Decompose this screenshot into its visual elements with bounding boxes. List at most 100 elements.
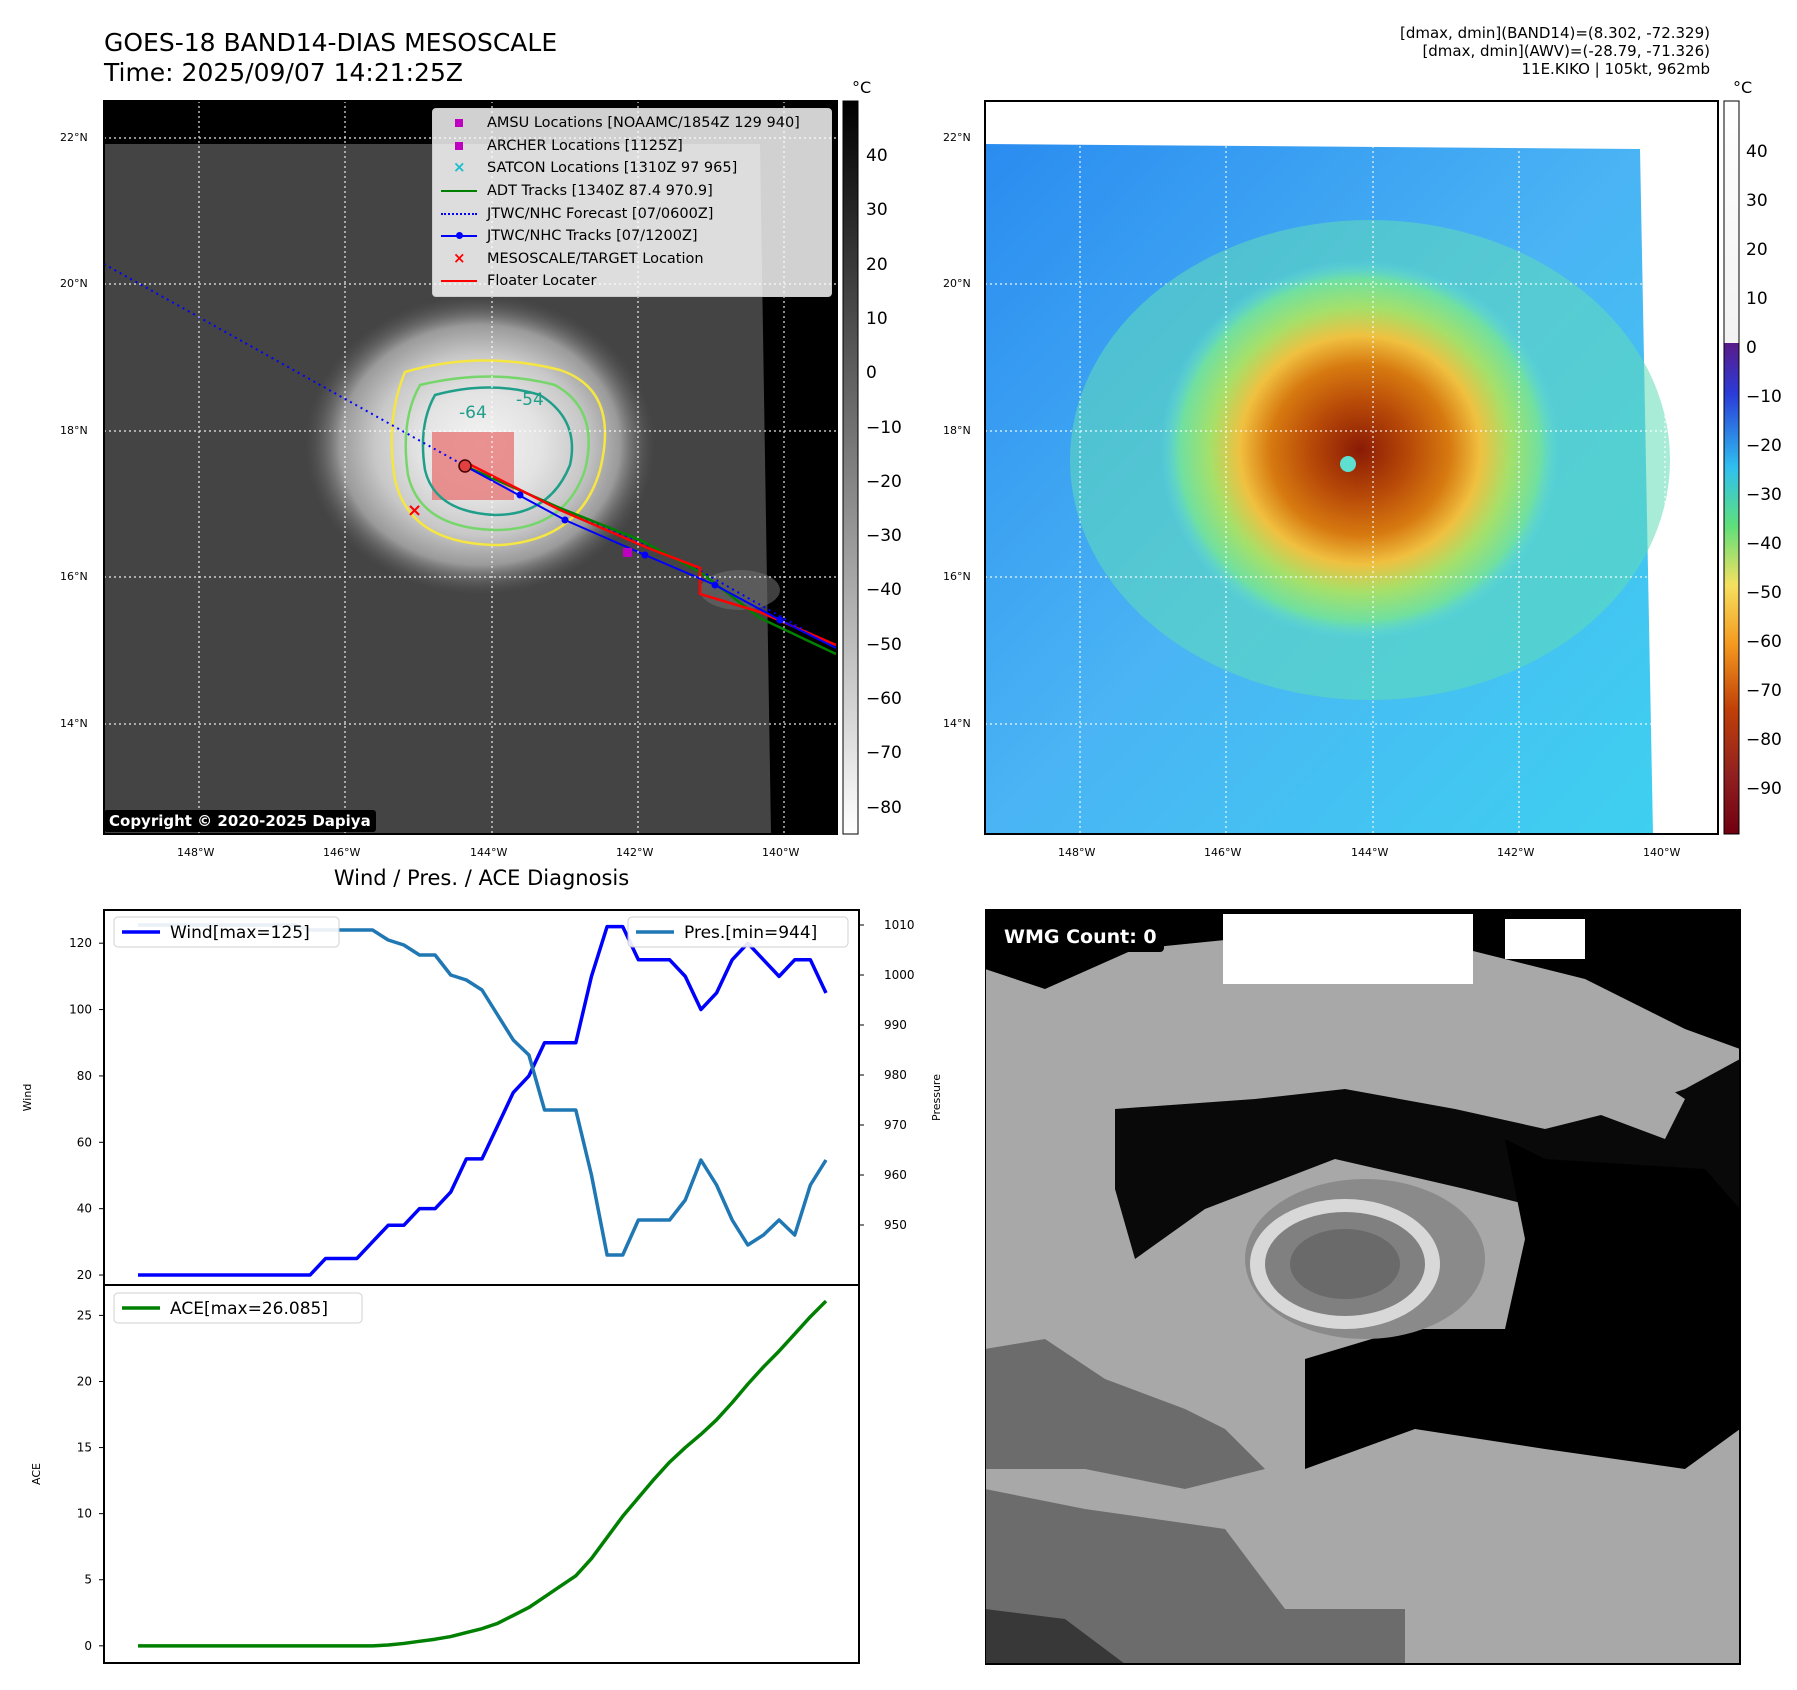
wmg-gray-lower: [985, 1339, 1265, 1489]
right-lat-tick: 16°N: [943, 570, 971, 583]
legend-entry: JTWC/NHC Tracks [07/1200Z]: [433, 225, 831, 248]
left-lon-tick: 148°W: [177, 846, 215, 859]
colorbar-tick: −80: [1746, 730, 1782, 750]
y-tick-label: 20: [77, 1268, 92, 1282]
y-tick-label: 990: [884, 1018, 907, 1032]
y-axis-label: Pressure: [930, 1074, 943, 1121]
y-tick-label: 1010: [884, 918, 915, 932]
ace-legend-label: ACE[max=26.085]: [170, 1299, 328, 1319]
y-tick-label: 80: [77, 1069, 92, 1083]
colorbar-tick: −20: [1746, 436, 1782, 456]
colorbar-tick: 20: [1746, 240, 1768, 260]
wind-legend-box: [113, 916, 340, 948]
contour-label-54: -54: [516, 390, 544, 410]
right-lon-tick: 148°W: [1058, 846, 1096, 859]
left-lon-tick: 146°W: [323, 846, 361, 859]
y-tick-label: 980: [884, 1068, 907, 1082]
colorbar-tick: 40: [866, 146, 888, 166]
ace-legend-box: [113, 1292, 363, 1324]
info-line-1: [dmax, dmin](BAND14)=(8.302, -72.329): [1399, 24, 1710, 42]
right-lon-tick: 142°W: [1497, 846, 1535, 859]
left-lon-tick: 144°W: [470, 846, 508, 859]
colorbar-tick: 20: [866, 254, 888, 275]
legend-entry: ADT Tracks [1340Z 87.4 970.9]: [433, 180, 831, 203]
y-tick-label: 60: [77, 1135, 92, 1149]
colorbar-tick: −60: [1746, 632, 1782, 652]
colorbar-tick: −10: [866, 417, 902, 438]
ir-colorbar: [842, 100, 859, 835]
left-lon-tick: 140°W: [762, 846, 800, 859]
colorbar-tick: 40: [1746, 142, 1768, 162]
y-tick-label: 100: [69, 1003, 92, 1017]
legend-label: AMSU Locations [NOAAMC/1854Z 129 940]: [487, 115, 800, 132]
colorbar-tick: −40: [1746, 534, 1782, 554]
legend-symbol: [439, 207, 479, 221]
legend-symbol: [439, 274, 479, 288]
wmg-eye: [1245, 1179, 1485, 1339]
y-tick-label: 970: [884, 1118, 907, 1132]
legend-symbol: ×: [453, 248, 466, 267]
colorbar-tick: −60: [866, 689, 902, 709]
right-lat-tick: 14°N: [943, 717, 971, 730]
map-legend: AMSU Locations [NOAAMC/1854Z 129 940] ARC…: [432, 108, 832, 297]
awv-map-grid: [985, 101, 1718, 834]
y-tick-label: 15: [77, 1441, 92, 1455]
colorbar-tick: −40: [866, 580, 902, 601]
colorbar-tick: −90: [1746, 779, 1782, 799]
diagnosis-title: Wind / Pres. / ACE Diagnosis: [333, 866, 630, 890]
y-tick-label: 40: [77, 1202, 92, 1216]
legend-entry: × SATCON Locations [1310Z 97 965]: [433, 157, 831, 180]
colorbar-tick: 10: [866, 308, 888, 329]
left-colorbar-unit: °C: [852, 78, 872, 97]
legend-entry: Floater Locater: [433, 270, 831, 293]
y-tick-label: 20: [77, 1374, 92, 1388]
y-tick-label: 1000: [884, 968, 915, 982]
left-lat-tick: 18°N: [60, 424, 88, 437]
series-line: [138, 923, 828, 1257]
legend-entry: AMSU Locations [NOAAMC/1854Z 129 940]: [433, 112, 831, 135]
colorbar-tick: −70: [1746, 681, 1782, 701]
right-lon-tick: 140°W: [1643, 846, 1681, 859]
y-tick-label: 960: [884, 1168, 907, 1182]
legend-label: ADT Tracks [1340Z 87.4 970.9]: [487, 183, 713, 200]
floater-locater: [464, 460, 837, 647]
colorbar-tick: 30: [1746, 191, 1768, 211]
colorbar-tick: −30: [1746, 485, 1782, 505]
y-tick-label: 25: [77, 1308, 92, 1322]
legend-entry: × MESOSCALE/TARGET Location: [433, 248, 831, 271]
info-line-3: 11E.KIKO | 105kt, 962mb: [1521, 60, 1710, 78]
pressure-legend-box: [627, 916, 849, 948]
wmg-count-label: WMG Count: 0: [997, 922, 1164, 952]
y-tick-label: 10: [77, 1507, 92, 1521]
colorbar-tick: −20: [866, 471, 902, 492]
legend-label: JTWC/NHC Forecast [07/0600Z]: [487, 205, 714, 222]
left-lat-tick: 16°N: [60, 570, 88, 583]
colorbar-tick: −70: [866, 743, 902, 764]
colorbar-tick: −80: [866, 797, 902, 818]
legend-symbol: [439, 229, 479, 243]
colorbar-tick: 0: [1746, 338, 1757, 358]
left-lat-tick: 20°N: [60, 277, 88, 290]
right-colorbar-unit: °C: [1733, 78, 1753, 97]
contour-teal: [421, 386, 574, 517]
awv-colorbar: [1723, 100, 1740, 835]
copyright-label: Copyright © 2020-2025 Dapiya: [104, 810, 376, 832]
y-tick-label: 950: [884, 1218, 907, 1232]
left-lat-tick: 22°N: [60, 131, 88, 144]
colorbar-tick: 30: [866, 200, 888, 221]
colorbar-tick: 0: [866, 363, 877, 384]
right-lon-tick: 146°W: [1204, 846, 1242, 859]
legend-label: ARCHER Locations [1125Z]: [487, 137, 683, 154]
title-line-2: Time: 2025/09/07 14:21:25Z: [104, 58, 463, 87]
right-lat-tick: 22°N: [943, 131, 971, 144]
left-lon-tick: 142°W: [616, 846, 654, 859]
wmg-white-patch: [1223, 914, 1473, 984]
awv-map: [984, 100, 1719, 835]
diagnosis-charts: 20406080100120Wind9509609709809901000101…: [21, 909, 943, 1664]
legend-label: Floater Locater: [487, 273, 597, 290]
colorbar-tick: −50: [1746, 583, 1782, 603]
series-line: [138, 924, 828, 1277]
right-lon-tick: 144°W: [1351, 846, 1389, 859]
info-line-2: [dmax, dmin](AWV)=(-28.79, -71.326): [1422, 42, 1710, 60]
series-line: [138, 1299, 828, 1648]
